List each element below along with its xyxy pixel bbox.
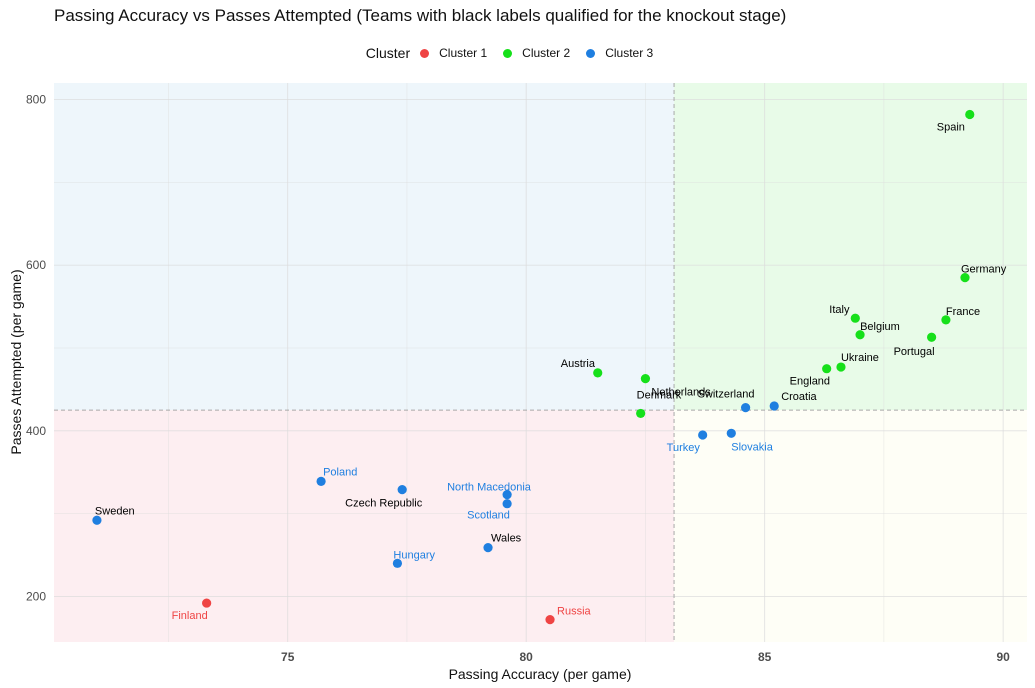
tick-labels: 75 80 85 90 200 400 600 800 (26, 93, 1010, 664)
quadrant-bottom-right (674, 410, 1027, 642)
point-labels: Spain Germany France Portugal Italy Belgium Uk… (95, 121, 1007, 622)
label-belgium: Belgium (860, 321, 900, 333)
y-axis-label: Passes Attempted (per game) (8, 269, 24, 454)
y-tick-label: 600 (26, 258, 46, 272)
data-points (92, 109, 975, 625)
point-portugal (927, 332, 937, 342)
label-russia: Russia (557, 606, 592, 618)
point-wales (483, 542, 493, 553)
x-tick-label: 75 (281, 650, 295, 664)
legend-item-cluster-1: Cluster 1 (420, 46, 487, 60)
point-netherlands (640, 374, 651, 384)
point-croatia (769, 401, 779, 411)
point-france (941, 315, 951, 325)
point-scotland (502, 499, 512, 509)
point-england (822, 364, 832, 374)
legend: Cluster Cluster 1 Cluster 2 Cluster 3 (0, 43, 1035, 63)
point-austria (593, 368, 603, 378)
label-ukraine: Ukraine (841, 352, 879, 364)
label-czech-republic: Czech Republic (345, 498, 423, 510)
legend-label-cluster-3: Cluster 3 (605, 46, 654, 60)
label-italy: Italy (829, 304, 850, 316)
label-denmark: Denmark (637, 389, 682, 401)
point-sweden (92, 515, 102, 525)
x-tick-label: 80 (520, 650, 534, 664)
legend-item-cluster-2: Cluster 2 (503, 46, 570, 60)
threshold-lines (54, 83, 1027, 642)
label-france: France (946, 306, 980, 318)
label-austria: Austria (561, 358, 596, 370)
label-netherlands: Netherlands (651, 387, 711, 399)
label-croatia: Croatia (781, 391, 817, 403)
quadrant-top-right (674, 83, 1027, 411)
legend-label-cluster-1: Cluster 1 (439, 46, 488, 60)
point-switzerland (740, 403, 751, 413)
x-tick-label: 90 (996, 650, 1010, 664)
x-tick-label: 85 (758, 650, 772, 664)
point-czech-republic (397, 485, 407, 495)
label-poland: Poland (323, 466, 357, 478)
legend-dot-cluster-1 (420, 48, 430, 58)
label-wales: Wales (491, 533, 522, 545)
label-england: England (790, 376, 830, 388)
quadrant-bottom-left (54, 410, 675, 642)
quadrant-top-left (54, 83, 675, 411)
y-tick-label: 800 (26, 93, 46, 107)
point-finland (202, 598, 212, 608)
point-turkey (698, 430, 708, 440)
point-belgium (855, 330, 865, 340)
label-scotland: Scotland (467, 510, 510, 522)
point-spain (965, 109, 975, 120)
x-axis-label: Passing Accuracy (per game) (449, 666, 632, 682)
point-italy (850, 313, 860, 323)
legend-dot-cluster-3 (586, 48, 596, 58)
label-slovakia: Slovakia (731, 441, 773, 453)
grid-lines (54, 83, 1027, 642)
chart-title: Passing Accuracy vs Passes Attempted (Te… (54, 6, 787, 25)
legend-dot-cluster-2 (503, 48, 513, 58)
y-tick-label: 200 (26, 589, 46, 603)
point-russia (545, 615, 555, 625)
point-slovakia (726, 428, 736, 438)
legend-label-cluster-2: Cluster 2 (522, 46, 571, 60)
point-denmark (636, 408, 646, 419)
point-poland (316, 476, 326, 486)
label-spain: Spain (937, 121, 965, 133)
point-germany (960, 273, 970, 283)
point-ukraine (836, 362, 846, 372)
label-portugal: Portugal (894, 346, 935, 358)
legend-title: Cluster (365, 45, 411, 61)
point-hungary (392, 558, 403, 568)
label-turkey: Turkey (667, 442, 701, 454)
label-hungary: Hungary (393, 549, 435, 561)
legend-item-cluster-3: Cluster 3 (586, 46, 653, 60)
quadrant-backgrounds (54, 83, 1027, 642)
point-north-macedonia (502, 489, 512, 500)
label-switzerland: Switzerland (698, 389, 755, 401)
label-north-macedonia: North Macedonia (447, 482, 532, 494)
label-finland: Finland (172, 610, 208, 622)
y-tick-label: 400 (26, 424, 46, 438)
label-sweden: Sweden (95, 505, 135, 517)
label-germany: Germany (961, 264, 1007, 276)
